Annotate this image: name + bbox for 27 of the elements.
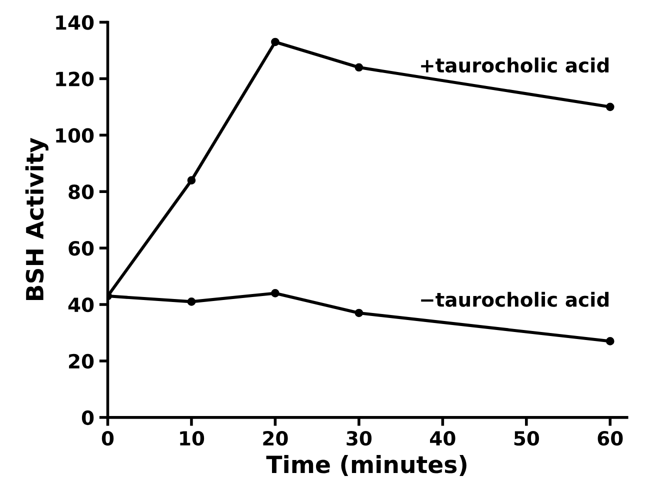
point (187, 176, 196, 184)
x-tick-label: 0 (102, 430, 114, 446)
point (354, 63, 364, 72)
point (606, 337, 614, 346)
point (271, 289, 280, 298)
x-tick-label: 40 (430, 430, 456, 446)
x-axis-title: Time (minutes) (266, 455, 466, 476)
x-tick-label: 20 (263, 430, 288, 446)
x-tick-label: 50 (514, 430, 539, 446)
series-label: +taurocholic acid (421, 58, 608, 73)
point (354, 308, 364, 318)
y-tick-label: 60 (68, 241, 94, 256)
point (187, 298, 196, 306)
x-tick-label: 30 (346, 430, 372, 446)
y-tick-label: 120 (56, 72, 94, 86)
x-tick-label: 60 (598, 430, 623, 446)
y-axis-title: BSH Activity (25, 138, 48, 300)
y-tick-label: 140 (56, 15, 94, 30)
y-tick-label: 100 (56, 128, 94, 143)
point (606, 102, 614, 112)
y-tick-label: 40 (68, 297, 94, 312)
series-label: −taurocholic acid (421, 292, 608, 307)
x-tick-label: 10 (180, 430, 204, 446)
y-tick-label: 80 (68, 184, 94, 200)
point (271, 38, 280, 46)
y-tick-label: 20 (69, 354, 94, 369)
y-tick-label: 0 (82, 410, 94, 426)
